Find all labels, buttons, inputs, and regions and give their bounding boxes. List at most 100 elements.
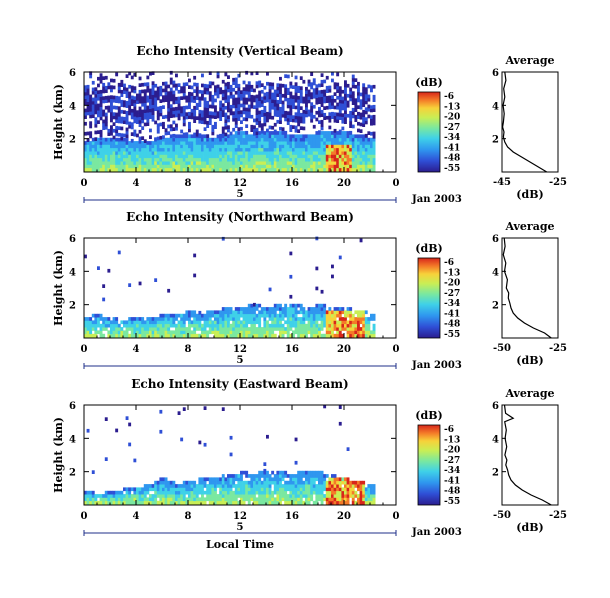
heatmap-cells (84, 70, 376, 172)
profile-y-tick-label: 4 (492, 434, 499, 445)
profile-y-tick-label: 2 (492, 468, 499, 479)
x-tick-label: 0 (393, 511, 400, 522)
profile-y-tick-label: 6 (492, 401, 499, 412)
x-tick-label: 4 (133, 178, 140, 189)
colorbar (417, 91, 441, 173)
colorbar-tick-label: -48 (444, 487, 460, 497)
profile-y-tick-label: 6 (492, 68, 499, 79)
profile-x-tick-label: -25 (549, 343, 567, 354)
x-tick-label: 0 (81, 178, 88, 189)
y-axis-label: Height (km) (52, 250, 65, 326)
colorbar (417, 257, 441, 339)
x-tick-label: 16 (285, 511, 299, 522)
x-tick-label: 12 (233, 344, 247, 355)
colorbar-tick-label: -48 (444, 154, 460, 164)
colorbar-tick-label: -27 (444, 456, 460, 466)
x-tick-label: 12 (233, 178, 247, 189)
colorbar-tick-label: -20 (444, 446, 460, 456)
profile-line (502, 237, 552, 339)
x-tick-label: 4 (133, 344, 140, 355)
colorbar-tick-label: -6 (444, 425, 454, 435)
colorbar-tick-label: -20 (444, 113, 460, 123)
colorbar-unit: (dB) (415, 76, 442, 89)
colorbar-tick-label: -6 (444, 92, 454, 102)
colorbar (417, 424, 441, 506)
panel-2: Echo Intensity (Eastward Beam) 0 4 8 12 16 20 0… (52, 377, 567, 538)
profile-y-tick-label: 2 (492, 135, 499, 146)
profile-y-tick-label: 4 (492, 267, 499, 278)
profile-x-label: (dB) (516, 188, 543, 201)
profile-x-tick-label: -25 (549, 177, 567, 188)
profile-x-label: (dB) (516, 354, 543, 367)
x-tick-label: 20 (337, 344, 351, 355)
x-tick-label: 20 (337, 511, 351, 522)
x-tick-label: 20 (337, 178, 351, 189)
profile-title: Average (504, 54, 554, 67)
colorbar-unit: (dB) (415, 409, 442, 422)
y-tick-label: 6 (69, 68, 76, 79)
y-tick-label: 6 (69, 234, 76, 245)
panel-0: Echo Intensity (Vertical Beam) 0 4 8 12 16 20 0… (52, 44, 567, 205)
day-label: 5 (237, 522, 244, 533)
colorbar-tick-label: -55 (444, 330, 460, 340)
colorbar-tick-label: -27 (444, 123, 460, 133)
x-tick-label: 12 (233, 511, 247, 522)
colorbar-unit: (dB) (415, 242, 442, 255)
profile-y-tick-label: 2 (492, 301, 499, 312)
profile-y-tick-label: 6 (492, 234, 499, 245)
x-tick-label: 0 (81, 511, 88, 522)
y-tick-label: 4 (69, 434, 76, 445)
profile-title: Average (504, 387, 554, 400)
heatmap-cells (84, 404, 376, 505)
panel-title: Echo Intensity (Northward Beam) (126, 210, 354, 224)
profile-x-tick-label: -50 (493, 343, 511, 354)
profile-y-tick-label: 4 (492, 101, 499, 112)
x-tick-label: 8 (185, 344, 192, 355)
colorbar-tick-label: -41 (444, 309, 460, 319)
colorbar-tick-label: -6 (444, 258, 454, 268)
x-tick-label: 4 (133, 511, 140, 522)
colorbar-tick-label: -48 (444, 320, 460, 330)
x-tick-label: 16 (285, 178, 299, 189)
x-axis-label: Local Time (206, 538, 274, 551)
date-label: Jan 2003 (411, 527, 462, 538)
y-axis-label: Height (km) (52, 417, 65, 493)
x-tick-label: 16 (285, 344, 299, 355)
profile-frame (501, 71, 559, 173)
profile-title: Average (504, 220, 554, 233)
y-tick-label: 4 (69, 267, 76, 278)
profile-x-tick-label: -50 (493, 510, 511, 521)
date-label: Jan 2003 (411, 360, 462, 371)
day-label: 5 (237, 189, 244, 200)
x-tick-label: 8 (185, 511, 192, 522)
profile-x-tick-label: -25 (549, 510, 567, 521)
x-tick-label: 0 (81, 344, 88, 355)
panel-1: Echo Intensity (Northward Beam) 0 4 8 12 16 20… (52, 210, 567, 371)
y-tick-label: 2 (69, 135, 76, 146)
x-tick-label: 8 (185, 178, 192, 189)
profile-line (501, 71, 548, 173)
colorbar-tick-label: -27 (444, 289, 460, 299)
profile-frame (501, 404, 559, 506)
y-tick-label: 2 (69, 301, 76, 312)
y-tick-label: 4 (69, 101, 76, 112)
y-tick-label: 2 (69, 468, 76, 479)
panel-title: Echo Intensity (Eastward Beam) (131, 377, 348, 391)
panel-title: Echo Intensity (Vertical Beam) (136, 44, 343, 58)
profile-x-tick-label: -45 (493, 177, 511, 188)
colorbar-tick-label: -34 (444, 466, 460, 476)
colorbar-tick-label: -20 (444, 279, 460, 289)
colorbar-tick-label: -34 (444, 133, 460, 143)
colorbar-tick-label: -55 (444, 497, 460, 507)
date-label: Jan 2003 (411, 194, 462, 205)
colorbar-tick-label: -13 (444, 268, 460, 278)
colorbar-tick-label: -55 (444, 164, 460, 174)
colorbar-tick-label: -41 (444, 143, 460, 153)
profile-x-label: (dB) (516, 521, 543, 534)
y-axis-label: Height (km) (52, 84, 65, 160)
colorbar-tick-label: -34 (444, 299, 460, 309)
profile-line (503, 404, 552, 506)
profile-frame (501, 237, 559, 339)
y-tick-label: 6 (69, 401, 76, 412)
